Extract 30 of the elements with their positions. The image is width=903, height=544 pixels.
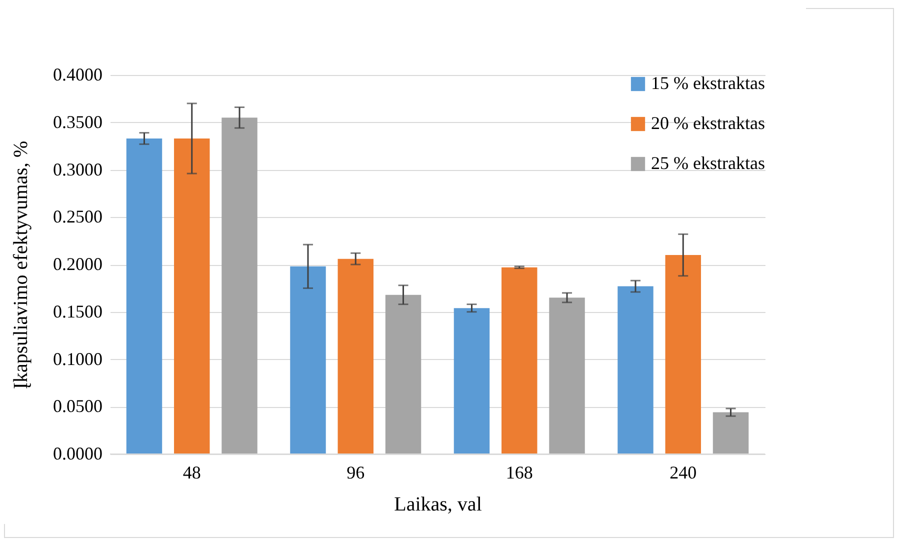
bar	[454, 308, 490, 454]
bar	[712, 412, 749, 454]
legend-label: 25 % ekstraktas	[651, 153, 765, 173]
y-tick-label: 0.0000	[53, 444, 102, 464]
bar	[126, 138, 162, 454]
bar	[385, 294, 422, 454]
x-tick-label: 168	[506, 462, 533, 482]
bar	[618, 286, 654, 454]
legend-label: 15 % ekstraktas	[651, 73, 765, 93]
y-tick-label: 0.3500	[53, 112, 102, 132]
y-tick-label: 0.2000	[53, 254, 102, 274]
bar	[665, 255, 701, 454]
y-tick-label: 0.1500	[53, 301, 102, 322]
bar	[290, 266, 326, 454]
x-tick-label: 96	[346, 462, 365, 482]
y-tick-label: 0.3000	[53, 159, 102, 180]
bar	[338, 258, 374, 454]
x-tick-label: 48	[182, 462, 201, 482]
bar	[174, 138, 210, 454]
legend-label: 20 % ekstraktas	[651, 113, 765, 133]
y-tick-label: 0.2500	[53, 206, 102, 227]
bar	[549, 298, 585, 454]
x-axis-title: Laikas, val	[394, 494, 482, 516]
x-tick-label: 240	[670, 462, 697, 482]
bar	[222, 118, 258, 454]
y-axis-title: Įkapsuliavimo efektyvumas, %	[10, 140, 32, 390]
y-tick-label: 0.0500	[53, 396, 102, 416]
y-tick-label: 0.1000	[53, 348, 102, 369]
y-tick-label: 0.4000	[53, 64, 102, 84]
bar	[502, 267, 538, 454]
